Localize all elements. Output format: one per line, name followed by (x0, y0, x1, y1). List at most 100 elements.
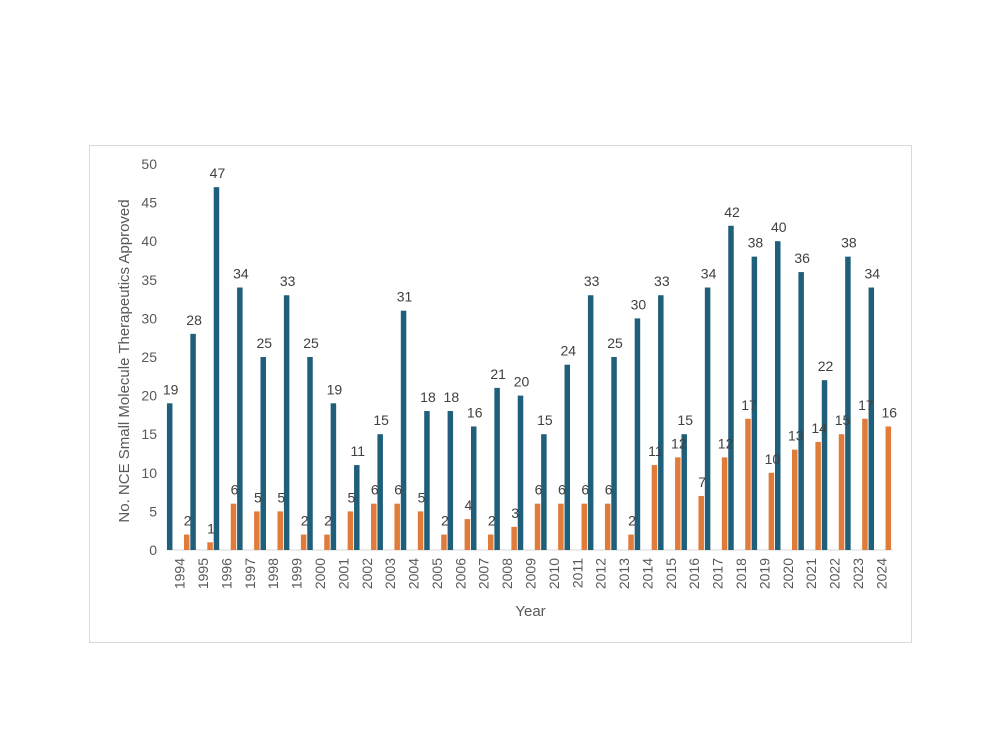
bar-series-2 (815, 441, 821, 550)
data-label: 6 (535, 482, 543, 498)
bar-series-2 (862, 418, 868, 550)
bar-series-1 (494, 387, 500, 550)
bar-series-2 (675, 457, 681, 550)
y-tick-label: 35 (141, 272, 157, 288)
bar-series-1 (564, 364, 571, 550)
data-label: 40 (771, 219, 787, 235)
x-tick-label: 2017 (710, 558, 726, 589)
x-tick-label: 2020 (780, 558, 796, 589)
bar-series-2 (792, 449, 798, 550)
data-label: 12 (718, 435, 734, 451)
bar-series-1 (330, 403, 337, 550)
x-tick-label: 2014 (639, 558, 655, 589)
y-tick-label: 25 (141, 349, 157, 365)
bar-series-1 (283, 295, 290, 550)
data-label: 1 (207, 520, 215, 536)
bar-series-2 (324, 534, 330, 550)
bar-series-1 (470, 426, 477, 550)
data-label: 31 (397, 289, 413, 305)
bar-series-1 (166, 403, 173, 550)
data-label: 15 (537, 412, 553, 428)
data-label: 21 (490, 366, 506, 382)
data-label: 16 (467, 404, 483, 420)
data-label: 19 (327, 381, 343, 397)
x-tick-label: 2011 (569, 558, 585, 588)
bar-series-2 (628, 534, 634, 550)
bar-series-1 (541, 434, 547, 550)
data-label: 15 (677, 412, 693, 428)
bar-series-2 (394, 503, 400, 550)
data-label: 25 (256, 335, 272, 351)
bar-series-2 (347, 511, 354, 550)
data-label: 7 (698, 474, 706, 490)
data-labels: 1922814763452553322521951161563151821841… (163, 165, 897, 536)
bar-series-2 (511, 526, 517, 550)
x-tick-label: 1997 (242, 558, 258, 589)
data-label: 33 (584, 273, 600, 289)
data-label: 24 (560, 343, 576, 359)
bar-series-2 (207, 542, 213, 550)
x-axis-title: Year (515, 603, 545, 620)
data-label: 2 (184, 513, 192, 529)
x-tick-label: 1995 (195, 558, 211, 589)
bar-series-1 (868, 287, 875, 550)
x-tick-label: 2021 (803, 558, 819, 589)
y-tick-label: 15 (141, 426, 157, 442)
x-tick-label: 1999 (289, 558, 305, 589)
y-tick-label: 45 (141, 195, 157, 211)
bar-series-1 (611, 357, 617, 550)
bar-series-1 (658, 295, 664, 550)
x-tick-label: 2019 (756, 558, 772, 589)
bar-series-2 (651, 465, 658, 550)
bar-series-1 (845, 256, 851, 550)
data-label: 5 (277, 489, 285, 505)
bar-series-2 (230, 503, 237, 550)
data-label: 30 (631, 296, 647, 312)
data-label: 18 (420, 389, 436, 405)
bar-series-1 (587, 295, 594, 550)
bar-series-2 (721, 457, 728, 550)
bar-series-1 (424, 411, 430, 550)
bar-series-2 (277, 511, 283, 550)
x-tick-label: 2015 (663, 558, 679, 589)
y-axis-title: No. NCE Small Molecule Therapeutics Appr… (116, 199, 133, 522)
data-label: 6 (605, 482, 613, 498)
data-label: 11 (648, 443, 663, 459)
bar-series-1 (307, 357, 313, 550)
data-label: 13 (788, 428, 804, 444)
bar-series-2 (698, 495, 704, 550)
data-label: 12 (671, 435, 687, 451)
x-tick-label: 2008 (499, 558, 515, 589)
data-label: 19 (163, 381, 179, 397)
bar-series-2 (534, 503, 541, 550)
x-tick-label: 2006 (452, 558, 468, 589)
bar-series-1 (775, 241, 781, 550)
x-tick-label: 2023 (850, 558, 866, 589)
bar-series-1 (821, 380, 828, 550)
data-label: 42 (724, 204, 740, 220)
x-tick-label: 2005 (429, 558, 445, 589)
data-label: 5 (418, 489, 426, 505)
bar-series-1 (704, 287, 711, 550)
y-tick-label: 30 (141, 310, 157, 326)
x-tick-label: 1996 (218, 558, 234, 589)
data-label: 22 (818, 358, 834, 374)
bar-series-2 (371, 503, 377, 550)
data-label: 6 (231, 482, 239, 498)
y-tick-label: 20 (141, 388, 157, 404)
y-tick-label: 0 (149, 542, 157, 558)
data-label: 36 (794, 250, 810, 266)
data-label: 34 (701, 266, 717, 282)
x-tick-label: 2004 (406, 558, 422, 589)
y-tick-label: 50 (141, 156, 157, 172)
x-tick-label: 2016 (686, 558, 702, 589)
data-label: 5 (348, 489, 356, 505)
data-label: 25 (303, 335, 319, 351)
bar-series-1 (260, 357, 266, 550)
bars (166, 187, 892, 550)
x-tick-label: 2024 (873, 558, 889, 589)
data-label: 6 (581, 482, 589, 498)
bar-series-1 (798, 272, 804, 550)
bar-series-1 (517, 395, 524, 550)
